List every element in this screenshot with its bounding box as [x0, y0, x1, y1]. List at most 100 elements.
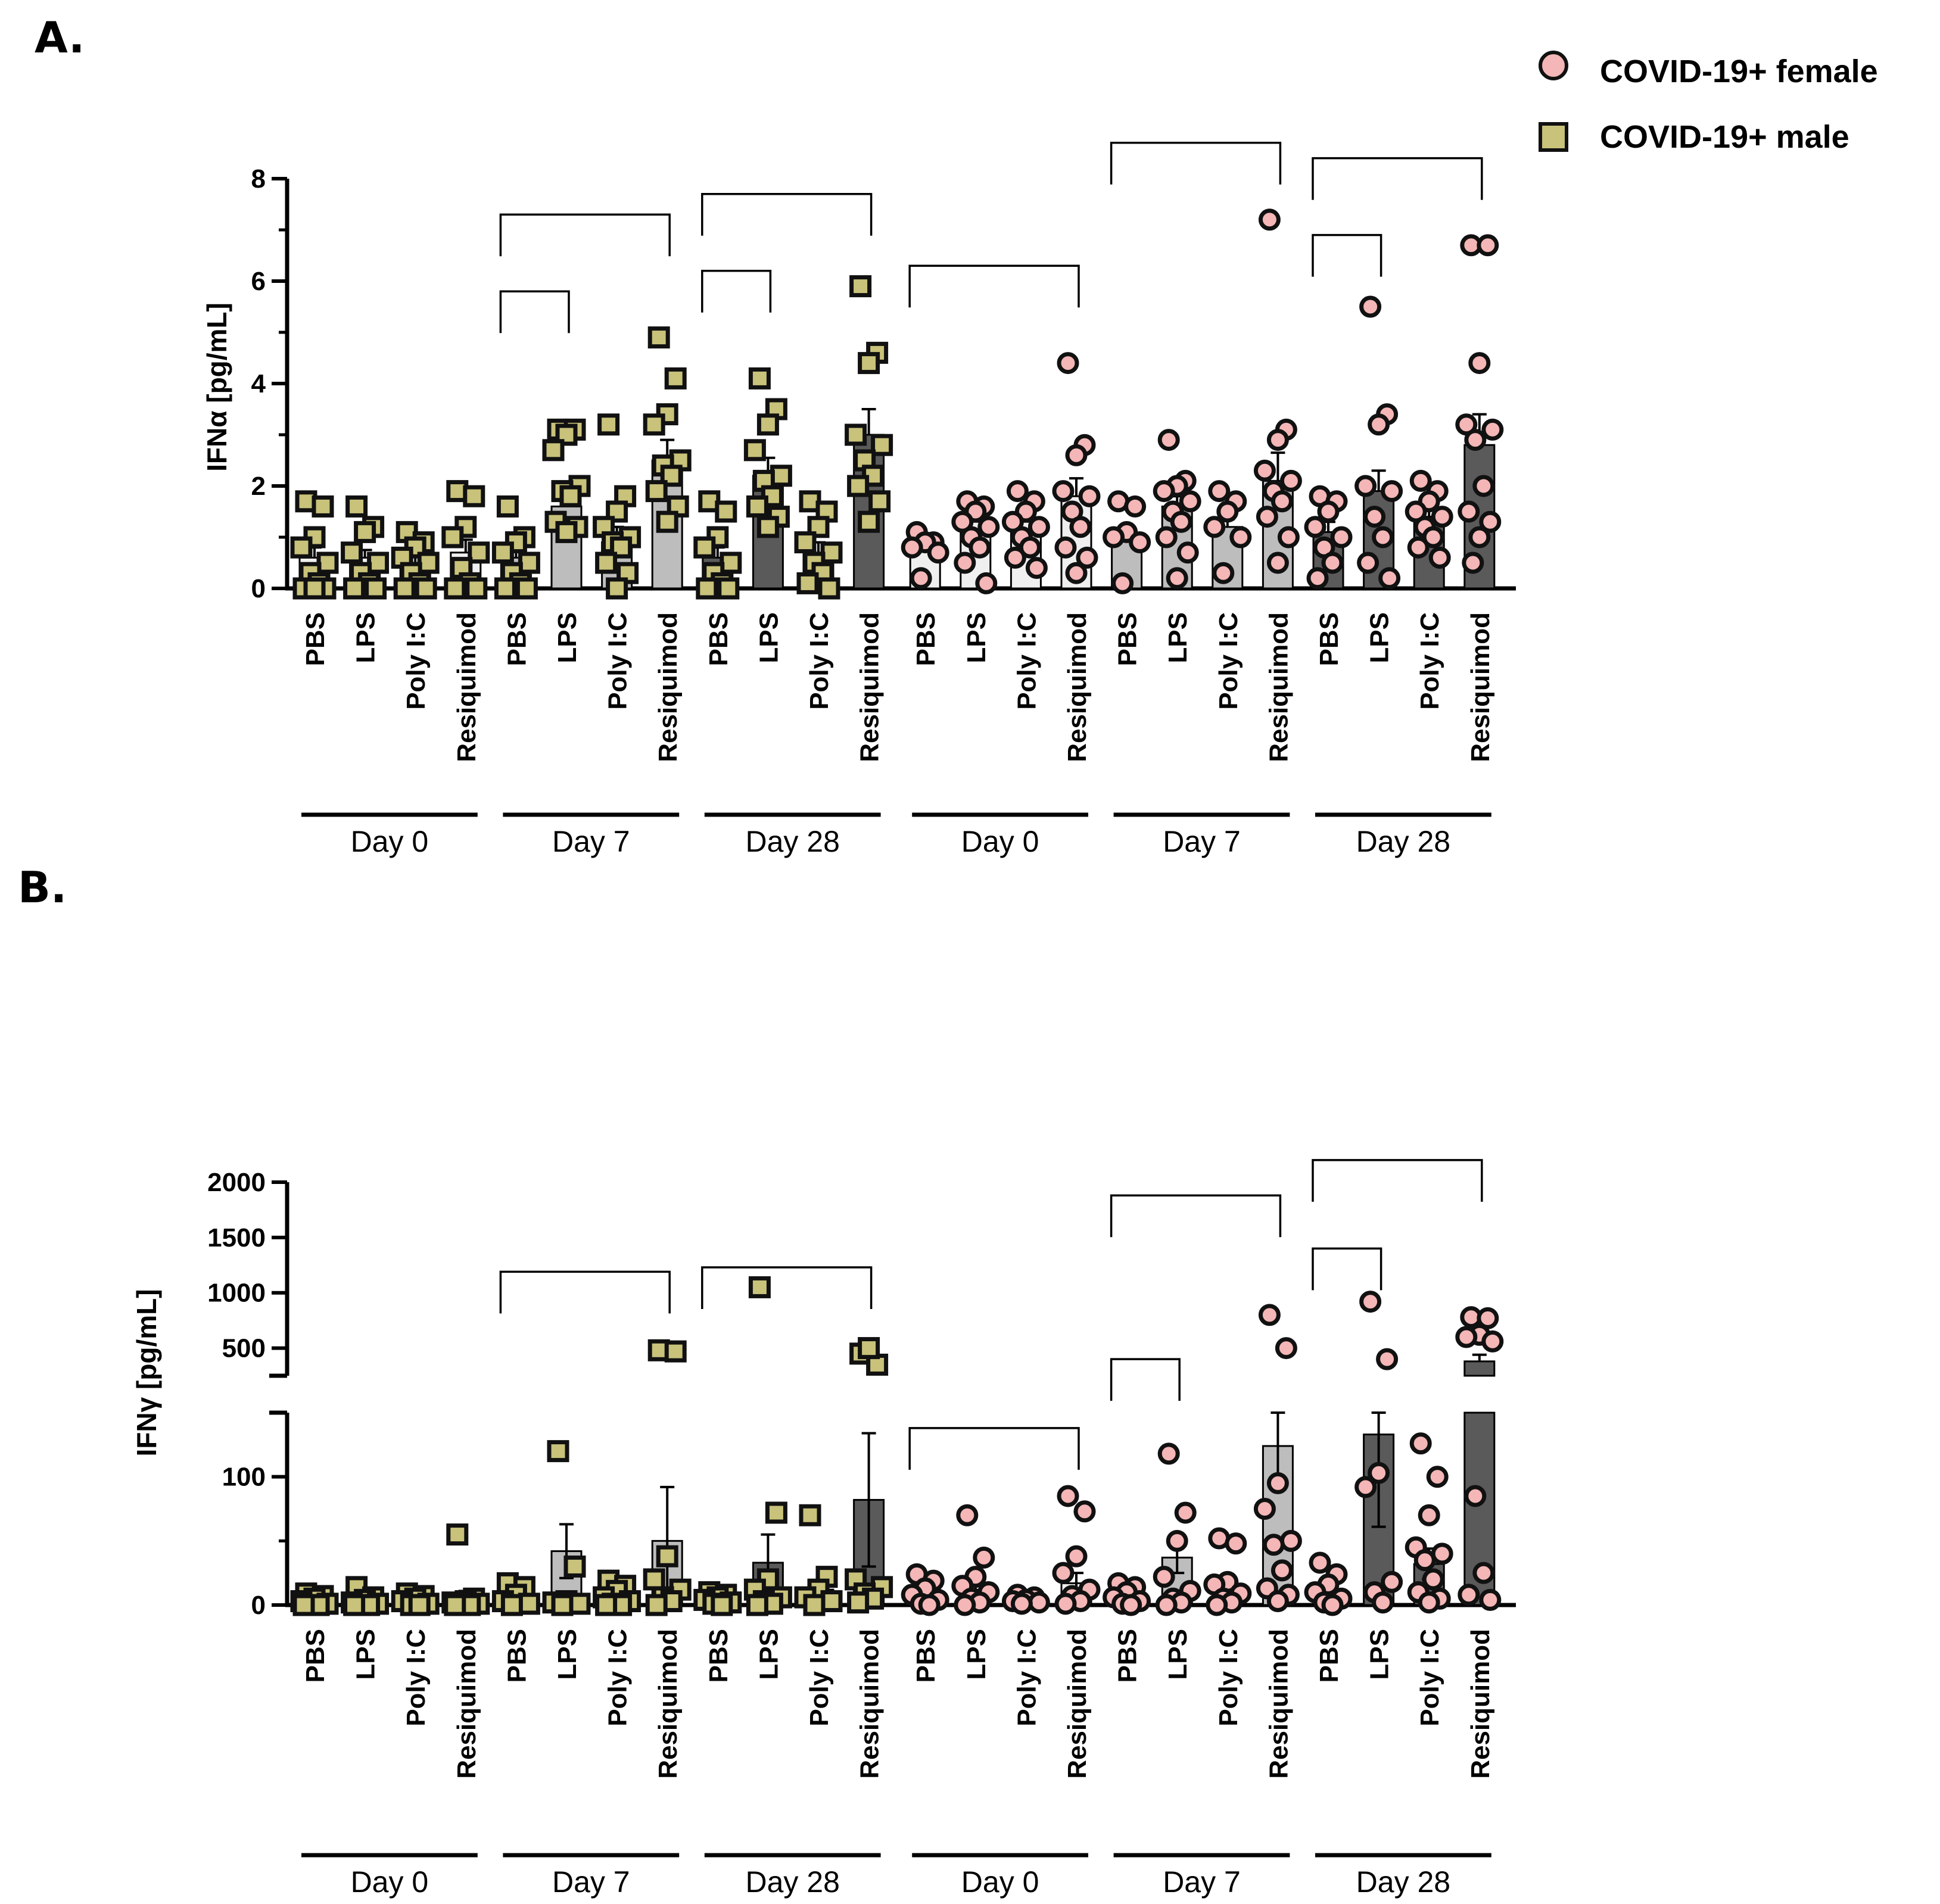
data-point — [748, 367, 771, 389]
data-point — [597, 413, 620, 436]
data-point — [693, 536, 716, 559]
category-tick-label: Resiquimod — [452, 1629, 481, 1779]
panel-b-letter: B. — [18, 862, 67, 912]
group-label: Day 28 — [745, 1865, 839, 1899]
data-point — [1309, 1551, 1331, 1574]
group-label: Day 7 — [552, 825, 630, 858]
data-point — [977, 516, 1000, 538]
data-point — [1481, 418, 1504, 441]
data-point — [858, 510, 880, 533]
data-point — [1407, 536, 1430, 559]
data-point — [1279, 469, 1302, 492]
category-tick-label: PBS — [1315, 1629, 1344, 1682]
data-point — [1253, 459, 1276, 482]
group-label: Day 0 — [351, 825, 429, 858]
data-point — [927, 541, 949, 564]
data-point — [491, 541, 514, 564]
category-tick-label: LPS — [553, 612, 582, 663]
data-point — [656, 510, 678, 533]
data-point — [515, 577, 538, 600]
data-point — [858, 352, 880, 375]
data-point — [1170, 510, 1192, 533]
significance-bracket — [908, 1427, 1080, 1470]
significance-bracket — [1110, 142, 1282, 185]
data-point — [1179, 490, 1201, 513]
data-point — [1266, 1590, 1289, 1613]
data-point — [1413, 1549, 1436, 1572]
y-tick-label: 0 — [251, 1591, 266, 1620]
data-point — [468, 541, 490, 564]
data-point — [463, 485, 485, 507]
data-point — [1277, 526, 1300, 549]
data-point — [1354, 475, 1377, 497]
category-tick-label: PBS — [502, 1629, 531, 1682]
data-point — [1321, 551, 1344, 574]
significance-bracket — [908, 264, 1080, 308]
data-point — [1078, 485, 1101, 507]
category-tick-label: Poly I:C — [1012, 612, 1041, 710]
data-point — [743, 439, 766, 462]
data-point — [1019, 536, 1041, 559]
data-point — [1321, 1594, 1344, 1616]
category-tick-label: Resiquimod — [452, 612, 481, 762]
data-point — [1458, 1584, 1480, 1606]
data-point — [1155, 1594, 1178, 1616]
significance-bracket — [1312, 1247, 1382, 1291]
data-point — [847, 475, 870, 497]
data-point — [1006, 480, 1029, 503]
data-point — [465, 577, 488, 600]
data-point — [1073, 1500, 1096, 1523]
data-point — [1124, 495, 1147, 518]
data-point — [341, 541, 363, 564]
group-label: Day 0 — [961, 1865, 1039, 1899]
significance-bracket — [1312, 157, 1483, 200]
data-point — [910, 567, 932, 590]
y-tick-label: 500 — [222, 1334, 266, 1363]
category-tick-label: LPS — [553, 1629, 582, 1680]
data-point — [441, 526, 464, 549]
data-point — [518, 551, 540, 574]
data-point — [1129, 531, 1151, 554]
group-label: Day 7 — [1163, 1865, 1241, 1899]
data-point — [1027, 1591, 1050, 1614]
data-point — [606, 577, 628, 600]
group-label: Day 7 — [552, 1865, 630, 1899]
data-point — [1253, 1498, 1276, 1520]
data-point — [1464, 1485, 1487, 1507]
data-point — [559, 485, 582, 507]
data-point — [303, 577, 326, 600]
data-point — [1054, 1593, 1077, 1615]
data-point — [973, 1546, 995, 1569]
category-tick-label: Poly I:C — [805, 612, 834, 710]
data-point — [1216, 500, 1239, 523]
square-marker-icon — [1539, 122, 1568, 152]
data-point — [647, 326, 670, 349]
significance-bracket — [701, 193, 873, 236]
category-tick-label: Poly I:C — [1415, 1629, 1444, 1727]
data-point — [1306, 567, 1329, 590]
group-label: Day 7 — [1163, 825, 1241, 858]
bar-upper-segment — [1463, 1360, 1496, 1377]
data-point — [1376, 1348, 1399, 1370]
data-point — [1363, 506, 1386, 528]
data-point — [496, 495, 519, 518]
category-tick-label: LPS — [1365, 1629, 1394, 1680]
category-tick-label: Resiquimod — [1063, 612, 1092, 762]
data-point — [1065, 444, 1088, 466]
data-point — [901, 536, 923, 559]
legend-male-label: COVID-19+ male — [1600, 119, 1849, 155]
data-point — [1120, 1594, 1142, 1616]
data-point — [1004, 546, 1026, 569]
data-point — [345, 495, 368, 518]
category-tick-label: PBS — [1113, 1629, 1142, 1682]
category-tick-label: PBS — [911, 612, 941, 666]
category-tick-label: Resiquimod — [1264, 612, 1293, 762]
category-tick-label: Poly I:C — [603, 612, 633, 710]
data-point — [1157, 429, 1180, 451]
category-tick-label: Resiquimod — [855, 612, 885, 762]
data-point — [290, 536, 313, 559]
data-point — [1359, 295, 1382, 318]
data-point — [1468, 526, 1491, 549]
data-point — [975, 572, 998, 594]
data-point — [1052, 1562, 1075, 1584]
